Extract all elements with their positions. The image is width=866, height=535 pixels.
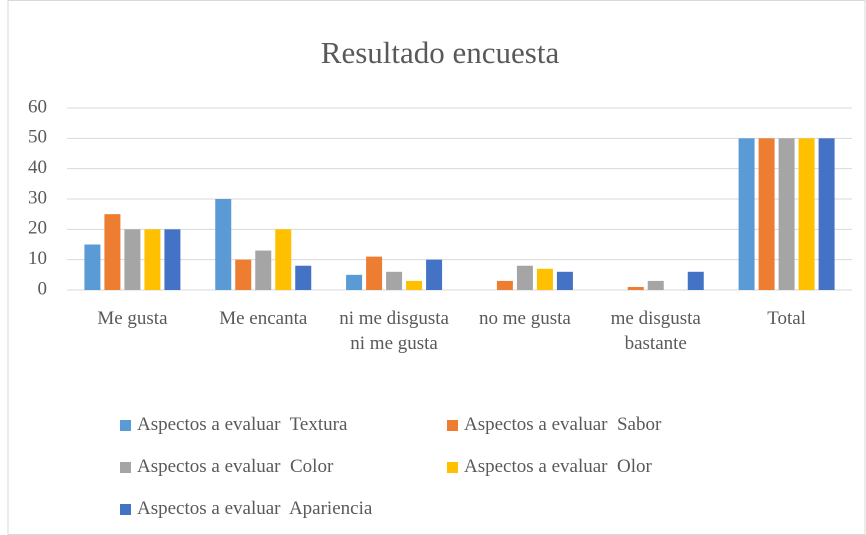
x-tick-label: no me gusta <box>478 308 571 329</box>
x-tick-label: me disgusta bastante <box>610 308 701 354</box>
bar <box>366 256 383 290</box>
legend-item: Aspectos a evaluar Apariencia <box>120 496 372 522</box>
x-tick-label: Me encanta <box>219 308 308 329</box>
x-tick-label: Total <box>767 308 806 329</box>
bar <box>627 286 644 290</box>
legend-swatch <box>120 419 131 431</box>
bar <box>778 138 795 290</box>
bar <box>798 138 815 290</box>
y-tick-label: 20 <box>28 218 47 239</box>
bar <box>215 199 232 290</box>
bar <box>295 265 312 290</box>
chart-title: Resultado encuesta <box>321 35 560 70</box>
x-tick-label: ni me disgusta ni me gusta <box>339 308 449 354</box>
bar <box>275 229 292 290</box>
bar <box>647 280 664 290</box>
bar <box>104 214 121 290</box>
x-tick-label: Me gusta <box>97 308 168 329</box>
bar <box>426 259 443 290</box>
legend-swatch <box>447 461 458 473</box>
legend-label: Aspectos a evaluar Apariencia <box>137 498 373 519</box>
y-tick-label: 30 <box>28 187 47 208</box>
bar <box>406 280 423 290</box>
legend-label: Aspectos a evaluar Color <box>137 456 334 477</box>
y-tick-label: 0 <box>38 278 48 299</box>
bar <box>536 268 553 290</box>
bar <box>235 259 252 290</box>
legend-label: Aspectos a evaluar Olor <box>464 456 652 477</box>
bar <box>255 250 272 290</box>
legend-item: Aspectos a evaluar Olor <box>447 454 652 480</box>
legend-label: Aspectos a evaluar Sabor <box>464 414 662 435</box>
bar <box>144 229 161 290</box>
y-tick-label: 40 <box>28 157 47 178</box>
legend-swatch <box>120 461 131 473</box>
bar <box>516 265 533 290</box>
bar <box>556 271 573 290</box>
bar <box>738 138 755 290</box>
legend-item: Aspectos a evaluar Sabor <box>447 412 661 438</box>
legend-item: Aspectos a evaluar Color <box>120 454 333 480</box>
legend-swatch <box>120 503 131 515</box>
legend-item: Aspectos a evaluar Textura <box>120 412 347 438</box>
bar <box>758 138 775 290</box>
bar <box>124 229 141 290</box>
bar <box>386 271 403 290</box>
bar <box>346 274 363 290</box>
y-tick-label: 10 <box>28 248 47 269</box>
bar <box>818 138 835 290</box>
legend-swatch <box>447 419 458 431</box>
legend-label: Aspectos a evaluar Textura <box>137 414 348 435</box>
bar <box>164 229 181 290</box>
bar <box>496 280 513 290</box>
y-tick-label: 50 <box>28 127 47 148</box>
bar <box>687 271 704 290</box>
y-tick-label: 60 <box>28 96 47 117</box>
bar <box>84 244 101 290</box>
